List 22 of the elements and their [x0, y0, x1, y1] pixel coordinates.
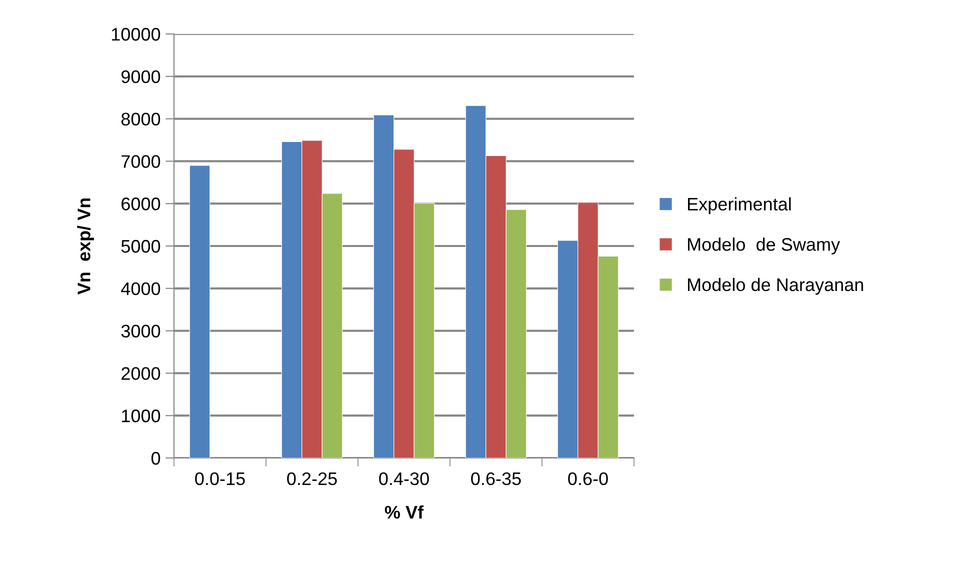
legend-label: Modelo de Narayanan [688, 278, 864, 295]
y-tick-label: 8000 [121, 112, 160, 126]
bar [189, 165, 210, 458]
y-tick-label: 7000 [122, 155, 160, 168]
y-tick-label: 5000 [121, 240, 160, 253]
x-tick-label: 0.0-15 [195, 472, 245, 486]
y-tick-label: 9000 [121, 70, 160, 84]
x-tick-label: 0.6-35 [471, 472, 521, 486]
y-tick-label: 1000 [122, 410, 160, 422]
y-tick-label: 10000 [112, 28, 160, 41]
y-tick-label: 4000 [121, 282, 160, 296]
y-tick-label: 0 [151, 452, 160, 465]
y-tick-label: 6000 [122, 198, 160, 210]
legend-label: Experimental [688, 197, 791, 214]
y-axis-title: Vn exp/ Vn [77, 198, 94, 295]
y-tick-label: 3000 [121, 324, 160, 338]
x-tick-label: 0.6-0 [568, 472, 608, 486]
x-axis-title: % Vf [384, 505, 424, 519]
x-tick-label: 0.2-25 [287, 472, 337, 486]
legend-label: Modelo de Swamy [688, 238, 840, 254]
x-tick-label: 0.4-30 [379, 472, 429, 486]
y-tick-label: 2000 [122, 367, 160, 380]
